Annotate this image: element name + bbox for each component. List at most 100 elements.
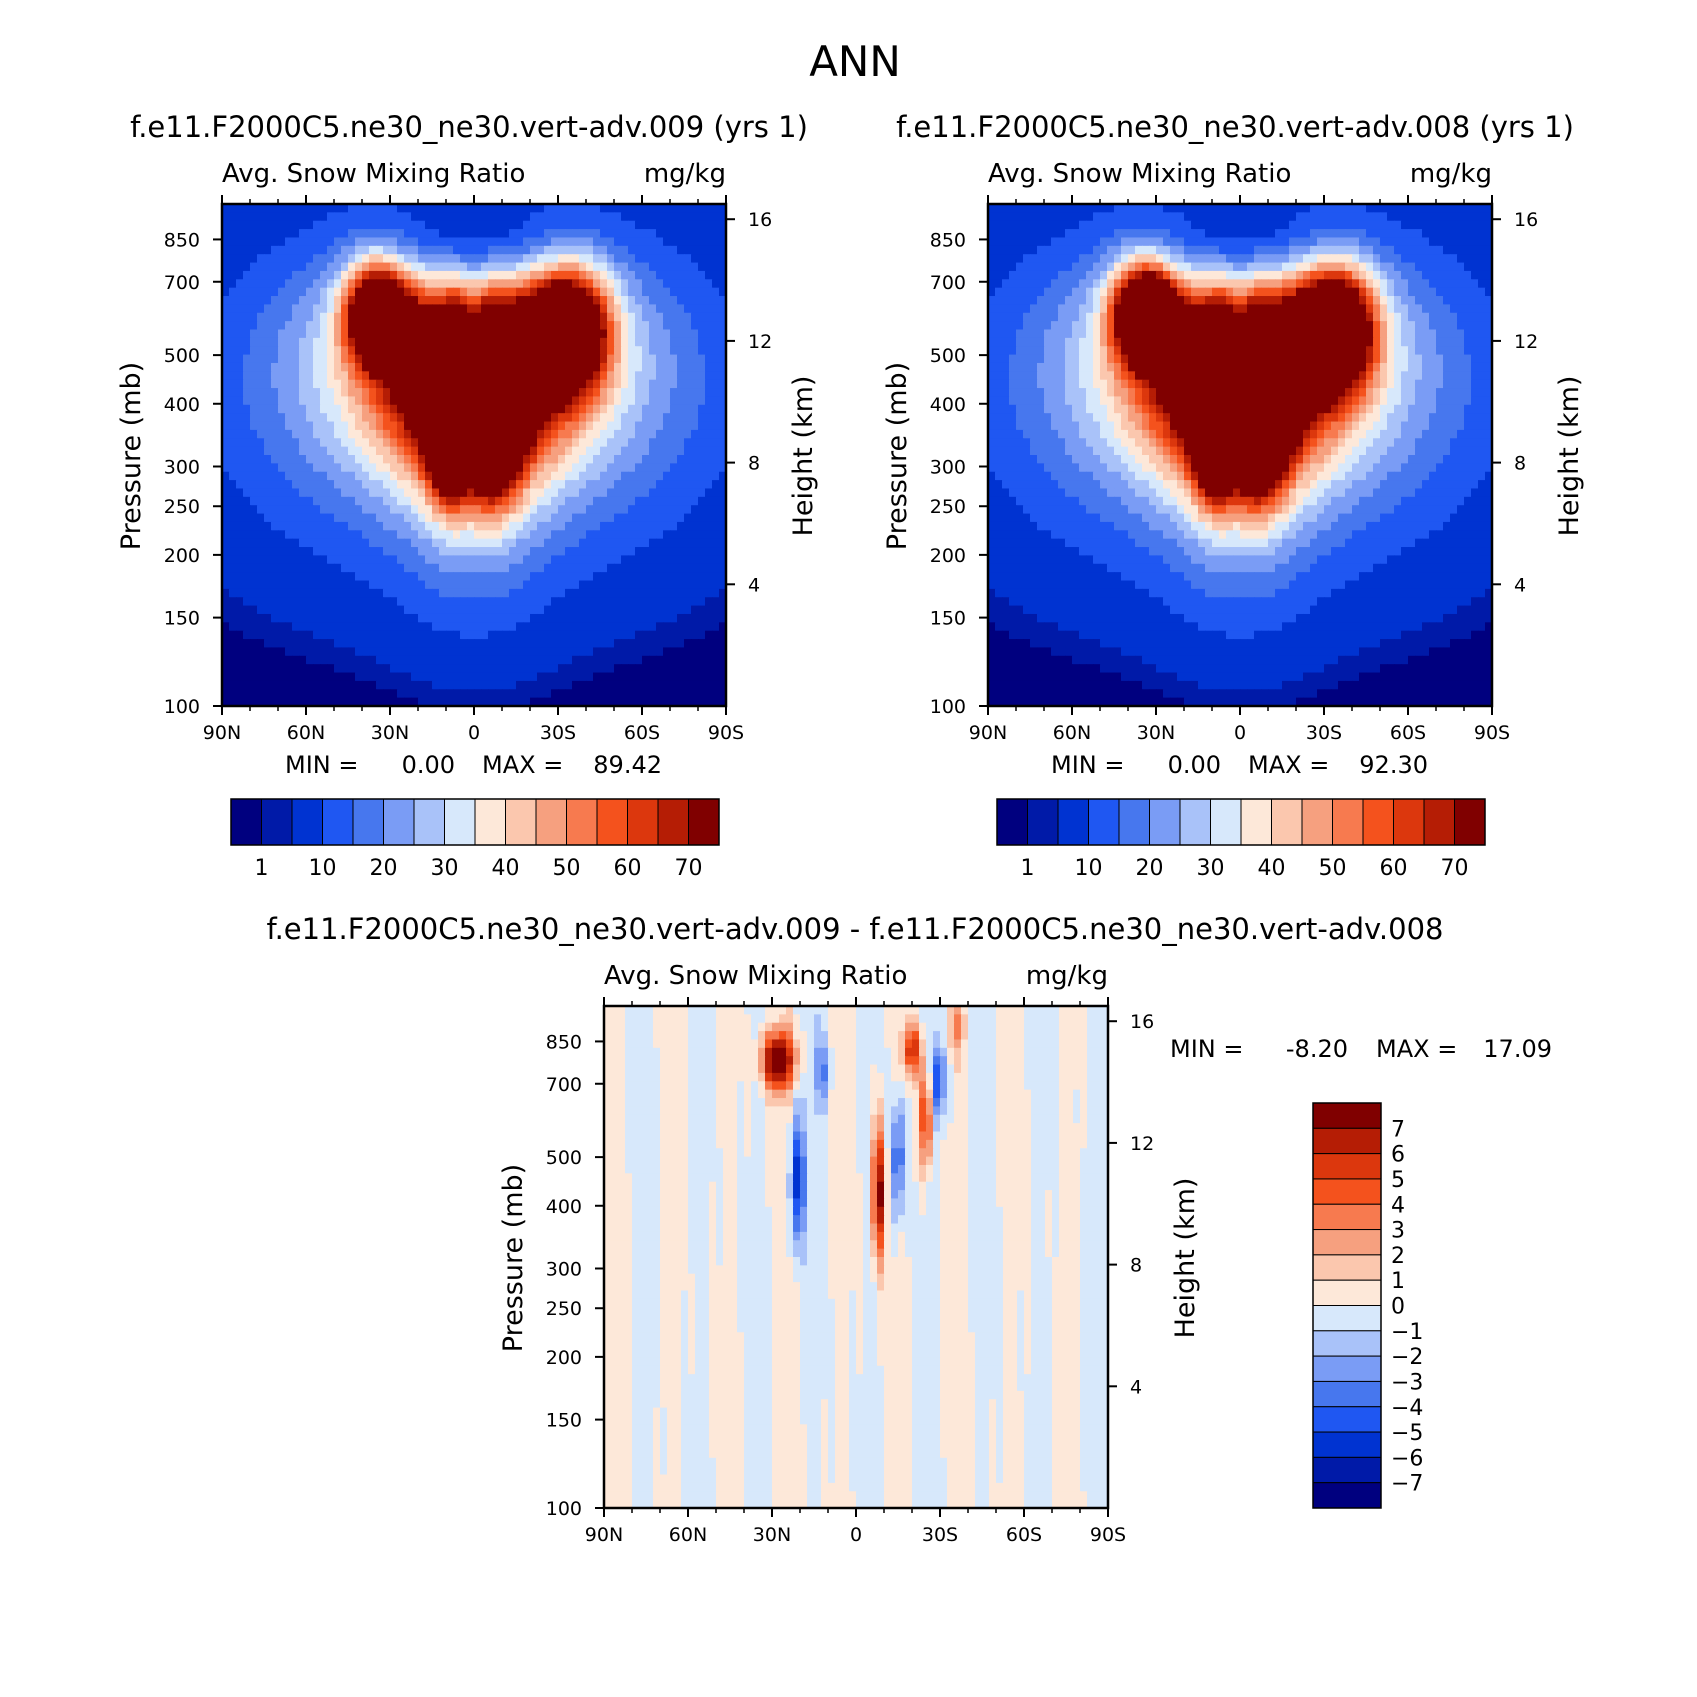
contour-cell [1338, 237, 1346, 247]
contour-cell [635, 463, 643, 473]
contour-cell [250, 204, 258, 213]
contour-cell [467, 463, 475, 473]
contour-cell [383, 689, 391, 699]
contour-cell [600, 396, 608, 406]
contour-cell [474, 396, 482, 406]
contour-cell [257, 204, 265, 213]
contour-cell [621, 270, 629, 280]
contour-cell [446, 279, 454, 289]
contour-cell [425, 220, 433, 230]
contour-cell [502, 664, 510, 674]
contour-cell [453, 287, 461, 297]
contour-cell [390, 622, 398, 632]
contour-cell [656, 220, 664, 230]
contour-cell [306, 505, 314, 515]
contour-cell [355, 296, 363, 305]
contour-cell [299, 329, 307, 339]
contour-cell [586, 270, 594, 280]
contour-cell [523, 588, 531, 598]
contour-cell [1177, 254, 1185, 264]
contour-cell [705, 538, 713, 548]
contour-cell [593, 220, 601, 230]
contour-cell [481, 630, 489, 640]
contour-cell [558, 605, 566, 615]
contour-cell [411, 270, 419, 280]
contour-cell [642, 446, 650, 456]
contour-cell [439, 446, 447, 456]
contour-cell [565, 597, 573, 607]
contour-cell [341, 588, 349, 598]
contour-cell [278, 555, 286, 565]
contour-cell [453, 245, 461, 255]
contour-cell [642, 279, 650, 289]
contour-cell [460, 455, 468, 464]
contour-cell [320, 413, 328, 423]
contour-cell [509, 630, 517, 640]
contour-cell [551, 697, 559, 707]
contour-cell [460, 572, 468, 582]
contour-cell [390, 655, 398, 665]
contour-cell [530, 354, 538, 364]
contour-cell [586, 329, 594, 339]
contour-cell [988, 262, 996, 272]
contour-cell [432, 245, 440, 255]
colorbar-swatch [688, 798, 720, 846]
contour-cell [579, 639, 587, 649]
contour-cell [425, 413, 433, 423]
contour-cell [467, 538, 475, 548]
contour-cell [425, 296, 433, 305]
contour-cell [502, 463, 510, 473]
contour-cell [264, 530, 272, 540]
contour-cell [509, 371, 517, 381]
contour-cell [1443, 204, 1451, 213]
contour-cell [320, 279, 328, 289]
contour-cell [236, 287, 244, 297]
contour-cell [306, 471, 314, 481]
contour-cell [579, 664, 587, 674]
contour-cell [474, 220, 482, 230]
contour-cell [551, 563, 559, 573]
contour-cell [502, 655, 510, 665]
contour-cell [663, 329, 671, 339]
contour-cell [334, 212, 342, 222]
contour-cell [621, 337, 629, 347]
contour-cell [719, 212, 727, 222]
contour-cell [614, 337, 622, 347]
contour-cell [383, 639, 391, 649]
contour-cell [355, 312, 363, 322]
contour-cell [348, 521, 356, 531]
contour-cell [558, 279, 566, 289]
contour-cell [712, 613, 720, 623]
contour-cell [719, 680, 727, 690]
contour-cell [579, 613, 587, 623]
contour-cell [1128, 254, 1136, 264]
contour-cell [383, 413, 391, 423]
contour-cell [383, 672, 391, 682]
contour-cell [1065, 262, 1073, 272]
contour-cell [341, 388, 349, 398]
contour-cell [628, 463, 636, 473]
contour-cell [1443, 245, 1451, 255]
contour-cell [502, 572, 510, 582]
contour-cell [474, 270, 482, 280]
contour-cell [530, 480, 538, 490]
contour-cell [649, 505, 657, 515]
contour-cell [614, 329, 622, 339]
contour-cell [299, 455, 307, 464]
contour-cell [712, 580, 720, 590]
contour-cell [1072, 229, 1080, 239]
contour-cell [313, 521, 321, 531]
contour-cell [1002, 212, 1010, 222]
contour-cell [418, 270, 426, 280]
contour-cell [628, 438, 636, 448]
contour-cell [607, 429, 615, 439]
contour-cell [320, 212, 328, 222]
contour-cell [425, 463, 433, 473]
contour-cell [684, 337, 692, 347]
x-tick-label: 90N [203, 722, 241, 744]
contour-cell [285, 220, 293, 230]
contour-cell [1443, 237, 1451, 247]
contour-cell [257, 279, 265, 289]
contour-cell [593, 563, 601, 573]
contour-cell [313, 639, 321, 649]
